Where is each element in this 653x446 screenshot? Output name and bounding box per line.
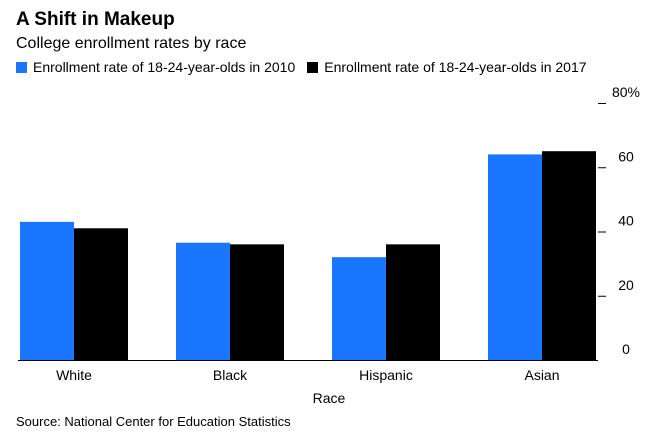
legend-swatch-2010 bbox=[16, 61, 27, 73]
x-tick-label-asian: Asian bbox=[524, 367, 559, 383]
y-tick-label-80: 80% bbox=[612, 84, 640, 100]
x-tick-label-black: Black bbox=[213, 367, 248, 383]
bar-black-2017 bbox=[230, 244, 284, 360]
bar-asian-2017 bbox=[542, 151, 596, 360]
legend-label-2010: Enrollment rate of 18-24-year-olds in 20… bbox=[33, 59, 296, 75]
y-tick-label-0: 0 bbox=[622, 341, 630, 357]
y-tick-label-60: 60 bbox=[618, 148, 634, 164]
legend-swatch-2017 bbox=[307, 61, 319, 73]
legend-label-2017: Enrollment rate of 18-24-year-olds in 20… bbox=[324, 59, 587, 75]
legend: Enrollment rate of 18-24-year-olds in 20… bbox=[16, 59, 599, 75]
chart-subtitle: College enrollment rates by race bbox=[16, 35, 247, 52]
bar-hispanic-2010 bbox=[332, 257, 386, 360]
bar-white-2010 bbox=[20, 221, 74, 360]
bar-black-2010 bbox=[176, 242, 230, 360]
x-tick-label-hispanic: Hispanic bbox=[359, 367, 413, 383]
chart-title: A Shift in Makeup bbox=[16, 9, 175, 30]
x-tick-label-white: White bbox=[56, 367, 92, 383]
y-tick-label-20: 20 bbox=[618, 277, 634, 293]
bar-white-2017 bbox=[74, 228, 128, 360]
x-axis-title: Race bbox=[313, 390, 346, 406]
legend-item-2010: Enrollment rate of 18-24-year-olds in 20… bbox=[16, 59, 295, 75]
bar-asian-2010 bbox=[488, 154, 542, 360]
y-tick-label-40: 40 bbox=[618, 213, 634, 229]
legend-item-2017: Enrollment rate of 18-24-year-olds in 20… bbox=[307, 59, 587, 75]
bar-hispanic-2017 bbox=[386, 244, 440, 360]
source-note: Source: National Center for Education St… bbox=[16, 414, 291, 429]
